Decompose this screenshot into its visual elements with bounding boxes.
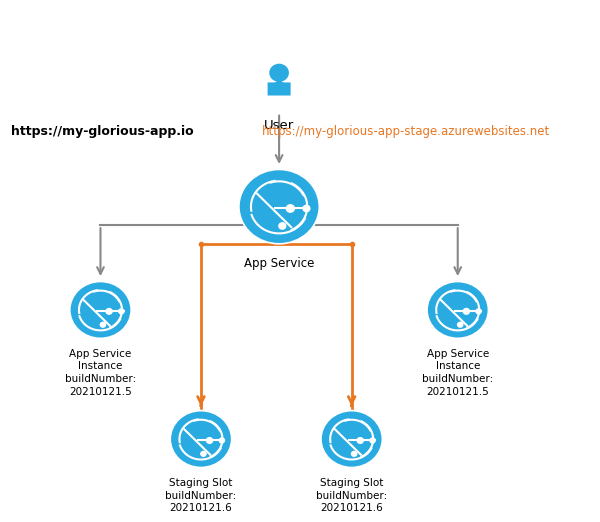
Circle shape (70, 281, 131, 338)
Circle shape (476, 309, 481, 314)
Polygon shape (268, 80, 290, 96)
Circle shape (279, 223, 286, 229)
Circle shape (352, 452, 357, 456)
Circle shape (370, 438, 375, 443)
Circle shape (100, 322, 106, 327)
Circle shape (239, 170, 319, 244)
Text: Staging Slot
buildNumber:
20210121.6: Staging Slot buildNumber: 20210121.6 (316, 478, 387, 514)
Circle shape (170, 411, 232, 468)
Circle shape (357, 437, 364, 443)
Text: Staging Slot
buildNumber:
20210121.6: Staging Slot buildNumber: 20210121.6 (166, 478, 236, 514)
Text: App Service: App Service (244, 257, 314, 270)
Circle shape (106, 309, 112, 314)
Text: https://my-glorious-app.io: https://my-glorious-app.io (11, 125, 194, 138)
Circle shape (201, 452, 206, 456)
Circle shape (219, 438, 224, 443)
Circle shape (321, 411, 382, 468)
Text: User: User (264, 119, 294, 132)
Circle shape (286, 205, 295, 212)
Text: App Service
Instance
buildNumber:
20210121.5: App Service Instance buildNumber: 202101… (422, 349, 493, 397)
Text: https://my-glorious-app-stage.azurewebsites.net: https://my-glorious-app-stage.azurewebsi… (262, 125, 551, 138)
Circle shape (458, 322, 463, 327)
Circle shape (206, 437, 212, 443)
Circle shape (269, 64, 289, 82)
Circle shape (427, 281, 488, 338)
Circle shape (119, 309, 124, 314)
Text: App Service
Instance
buildNumber:
20210121.5: App Service Instance buildNumber: 202101… (65, 349, 136, 397)
Circle shape (303, 205, 310, 211)
Circle shape (463, 309, 469, 314)
